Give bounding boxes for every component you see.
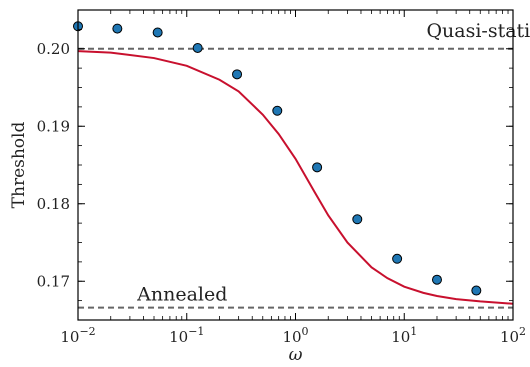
y-axis-label: Threshold bbox=[9, 122, 29, 209]
data-point bbox=[192, 42, 203, 53]
y-tick-label: 0.20 bbox=[37, 40, 70, 58]
data-point bbox=[112, 23, 123, 34]
y-tick-label: 0.17 bbox=[37, 272, 70, 290]
annotations: Quasi-static Annealed bbox=[136, 20, 530, 306]
x-axis-label: ω bbox=[289, 345, 303, 365]
data-points-layer bbox=[73, 21, 482, 296]
reference-lines bbox=[78, 47, 513, 309]
data-point bbox=[272, 105, 283, 116]
x-tick-label: 10−1 bbox=[169, 325, 204, 346]
data-point bbox=[152, 27, 163, 38]
annotation-quasi-static: Quasi-static bbox=[426, 20, 530, 42]
x-tick-label: 101 bbox=[391, 325, 417, 346]
x-tick-label: 100 bbox=[282, 325, 308, 346]
data-point bbox=[431, 274, 442, 285]
x-tick-label: 102 bbox=[500, 325, 526, 346]
y-tick-label: 0.18 bbox=[37, 195, 70, 213]
annotation-annealed: Annealed bbox=[136, 284, 227, 306]
data-point bbox=[232, 69, 243, 80]
data-point bbox=[392, 253, 403, 264]
data-point bbox=[352, 214, 363, 225]
data-point bbox=[471, 285, 482, 296]
fit-curve-layer bbox=[77, 50, 514, 305]
y-tick-label: 0.19 bbox=[37, 117, 70, 135]
tick-labels: 10−2 10−1 100 101 102 0.17 0.18 0.19 0.20 bbox=[37, 40, 526, 346]
axis-ticks bbox=[77, 9, 514, 321]
fit-curve bbox=[77, 50, 514, 305]
data-point bbox=[312, 162, 323, 173]
x-tick-label: 10−2 bbox=[60, 325, 95, 346]
